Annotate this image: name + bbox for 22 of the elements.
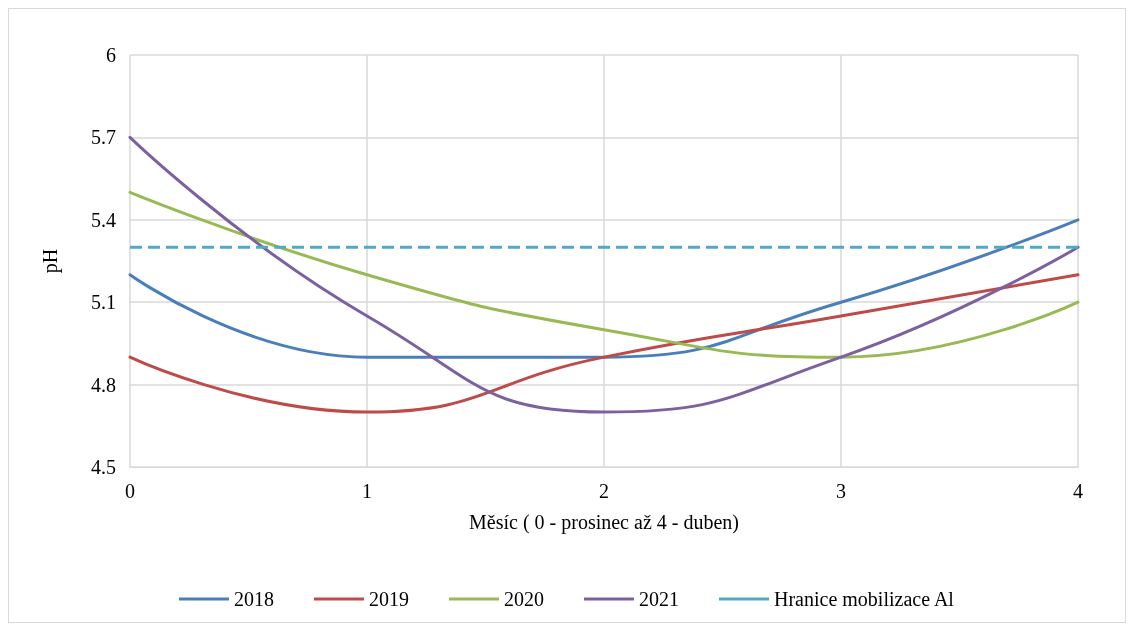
y-tick-label: 5.7 [91, 126, 116, 149]
legend-label: 2018 [233, 588, 274, 610]
line-series [128, 190, 1080, 359]
legend-label: 2020 [503, 588, 544, 610]
y-tick-label: 5.4 [91, 208, 116, 231]
y-axis-title: pH [39, 248, 62, 274]
x-tick-label: 4 [1073, 480, 1083, 502]
y-tick-label: 6 [106, 44, 116, 66]
x-tick-label: 3 [836, 480, 846, 502]
legend-label: Hranice mobilizace Al [773, 588, 955, 610]
legend-label: 2021 [638, 588, 679, 610]
line-series [128, 273, 1080, 414]
y-tick-label: 4.5 [91, 456, 116, 478]
y-tick-label: 5.1 [91, 291, 116, 314]
x-axis-title: Měsíc ( 0 - prosinec až 4 - duben) [469, 511, 739, 534]
x-tick-label: 0 [125, 480, 135, 502]
legend-label: 2019 [368, 588, 409, 610]
line-series [128, 218, 1080, 359]
y-tick-label: 4.8 [91, 373, 116, 396]
line-series [128, 135, 1080, 414]
x-tick-label: 2 [599, 480, 609, 502]
x-tick-label: 1 [362, 480, 372, 502]
